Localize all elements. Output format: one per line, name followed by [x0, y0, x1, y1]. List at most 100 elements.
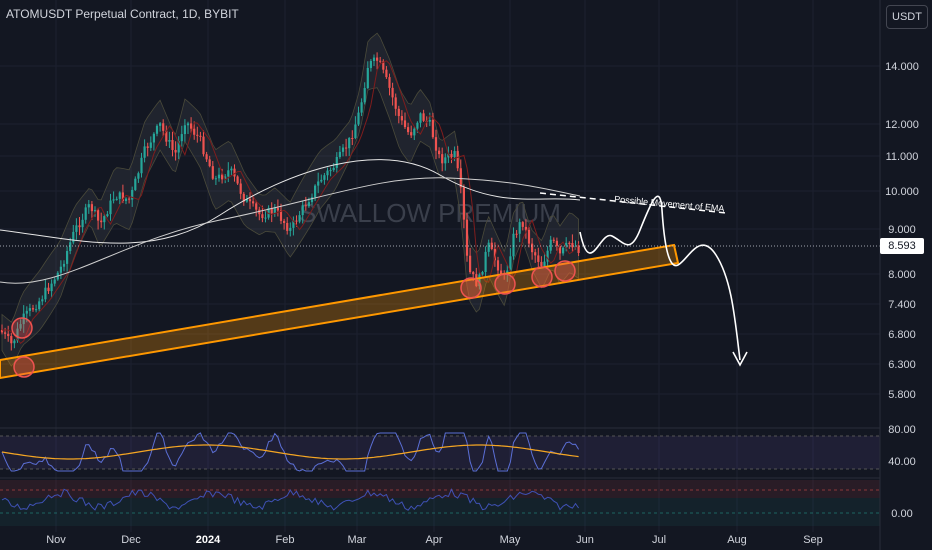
candle-body [537, 255, 540, 262]
candle-body [134, 178, 137, 190]
candle-body [131, 189, 134, 200]
candle-body [354, 124, 357, 139]
last-price-label: 8.593 [880, 238, 924, 254]
candle-body [31, 308, 35, 310]
candle-body [527, 229, 531, 244]
time-tick-label: 2024 [196, 534, 221, 546]
time-tick-label: Dec [121, 534, 141, 546]
candle-body [276, 207, 279, 211]
candle-body [180, 134, 183, 142]
candle-body [462, 187, 465, 220]
candle-body [558, 245, 562, 254]
candle-body [372, 57, 376, 62]
candle-body [571, 243, 574, 248]
candle-body [459, 168, 462, 188]
candle-body [469, 255, 472, 273]
candle-body [500, 270, 503, 274]
candle-body [106, 214, 109, 217]
candle-body [155, 125, 159, 134]
time-axis: Nov Dec 2024 Feb Mar Apr May Jun Jul Aug Sep [46, 534, 823, 546]
candle-body [261, 214, 264, 219]
candle-body [292, 220, 295, 228]
candle-body [413, 128, 416, 136]
candle-body [186, 123, 190, 126]
candle-body [159, 123, 162, 126]
candle-body [565, 242, 568, 248]
candle-body [422, 113, 425, 121]
touch-circle [554, 260, 576, 282]
rsi-tick-label: 40.00 [888, 456, 916, 468]
candle-body [242, 193, 245, 202]
candle-body [208, 159, 211, 167]
price-tick-label: 14.000 [885, 61, 919, 73]
currency-button[interactable]: USDT [886, 5, 928, 29]
candle-body [512, 233, 515, 257]
candle-body [335, 157, 338, 168]
candle-body [233, 168, 236, 177]
oscillator-pane [0, 480, 880, 526]
candle-body [338, 151, 341, 158]
candle-body [236, 176, 239, 184]
candle-body [310, 197, 314, 203]
candle-body [472, 272, 475, 275]
candle-body [196, 134, 199, 136]
candle-body [152, 133, 155, 143]
candle-body [16, 328, 19, 341]
candle-body [230, 168, 233, 171]
time-tick-label: Mar [348, 534, 367, 546]
candle-body [227, 170, 230, 177]
candle-body [53, 279, 56, 284]
candle-body [329, 170, 332, 172]
candle-body [10, 336, 13, 344]
candle-body [534, 252, 537, 256]
candle-body [84, 207, 87, 220]
candle-body [289, 227, 292, 231]
touch-circle [494, 273, 516, 295]
candle-body [128, 198, 131, 200]
candle-body [562, 247, 565, 254]
candle-body [25, 310, 28, 314]
candle-body [524, 226, 527, 230]
chart-title: ATOMUSDT Perpetual Contract, 1D, BYBIT [6, 7, 239, 21]
candle-body [168, 140, 171, 142]
candle-body [428, 119, 431, 122]
candle-body [205, 154, 208, 160]
support-channel [0, 243, 680, 380]
candle-body [149, 142, 152, 148]
candle-body [320, 179, 323, 182]
candle-body [345, 147, 348, 149]
candle-body [121, 192, 124, 201]
time-tick-label: Apr [425, 534, 442, 546]
candle-body [214, 178, 217, 180]
candle-body [493, 249, 496, 261]
candle-body [416, 122, 419, 129]
candle-body [382, 61, 385, 70]
candle-body [47, 287, 50, 292]
candle-body [397, 108, 400, 117]
candle-body [115, 198, 118, 200]
candle-body [78, 225, 81, 228]
candle-body [509, 256, 512, 271]
candle-body [97, 210, 100, 221]
candle-body [540, 261, 543, 266]
candle-body [90, 204, 93, 212]
candle-body [376, 57, 379, 61]
projection-line [579, 195, 741, 361]
candle-body [202, 136, 205, 155]
candle-body [248, 199, 252, 202]
candle-body [177, 141, 180, 153]
candle-body [41, 299, 44, 302]
candle-body [326, 170, 329, 176]
candle-body [124, 198, 128, 201]
candle-body [481, 271, 484, 275]
candle-body [62, 263, 66, 267]
candle-body [388, 77, 391, 88]
time-tick-label: Feb [276, 534, 295, 546]
watermark: SWALLOW PREMIUM [299, 198, 561, 228]
candle-body [552, 239, 555, 241]
price-tick-label: 9.000 [888, 224, 916, 236]
candle-body [245, 199, 248, 202]
candle-body [447, 153, 450, 158]
time-tick-label: Sep [803, 534, 823, 546]
